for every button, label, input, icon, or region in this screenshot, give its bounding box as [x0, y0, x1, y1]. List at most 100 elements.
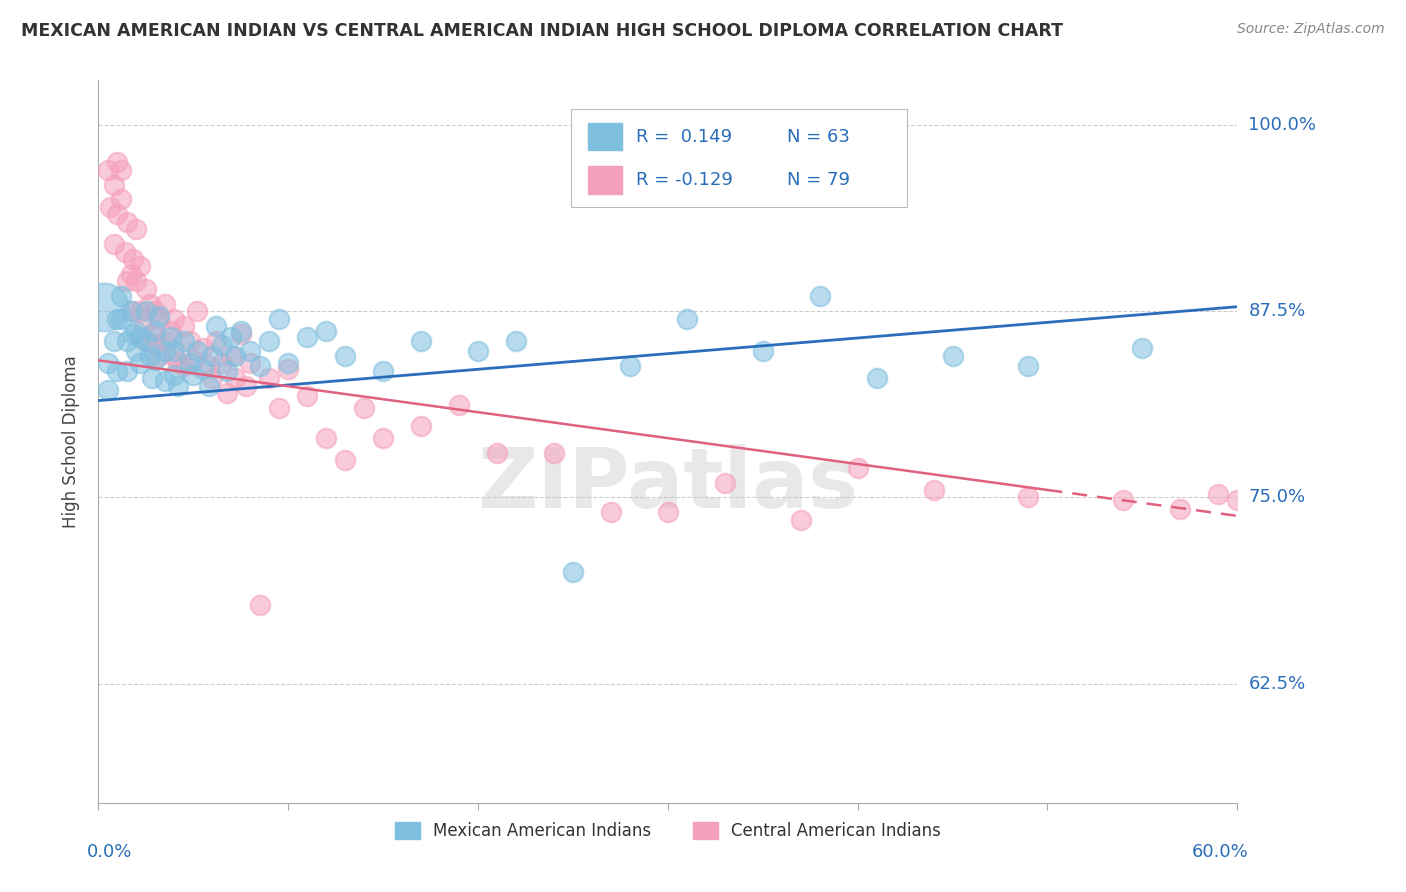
- Point: [135, 334, 157, 348]
- Point: [315, 431, 337, 445]
- Point: [103, 237, 125, 252]
- Point: [153, 334, 176, 348]
- Point: [114, 244, 136, 259]
- Point: [153, 344, 176, 359]
- Point: [619, 359, 641, 374]
- Point: [138, 297, 160, 311]
- Point: [543, 446, 565, 460]
- Point: [148, 309, 170, 323]
- Point: [505, 334, 527, 348]
- Point: [657, 505, 679, 519]
- Point: [115, 334, 138, 348]
- Point: [167, 378, 190, 392]
- Point: [138, 349, 160, 363]
- Point: [1132, 342, 1154, 356]
- Point: [153, 297, 176, 311]
- Point: [600, 505, 623, 519]
- Point: [229, 324, 252, 338]
- Text: 62.5%: 62.5%: [1249, 674, 1306, 692]
- FancyBboxPatch shape: [588, 123, 623, 151]
- Point: [173, 319, 195, 334]
- Point: [259, 371, 281, 385]
- Point: [201, 371, 224, 385]
- Point: [125, 344, 148, 359]
- Point: [846, 460, 869, 475]
- Point: [145, 353, 167, 368]
- Text: N = 63: N = 63: [787, 128, 851, 145]
- Point: [1018, 359, 1040, 374]
- Point: [129, 304, 152, 318]
- Point: [259, 334, 281, 348]
- Point: [239, 344, 262, 359]
- Point: [1264, 487, 1286, 501]
- Point: [163, 368, 186, 383]
- Point: [167, 356, 190, 370]
- Point: [121, 304, 143, 318]
- Point: [135, 282, 157, 296]
- Point: [115, 274, 138, 288]
- Point: [179, 356, 201, 370]
- Point: [371, 431, 394, 445]
- Point: [173, 334, 195, 348]
- Point: [224, 371, 246, 385]
- Point: [97, 162, 120, 177]
- Point: [145, 338, 167, 352]
- FancyBboxPatch shape: [588, 166, 623, 194]
- Point: [141, 371, 163, 385]
- Point: [267, 311, 290, 326]
- Point: [297, 389, 319, 403]
- Point: [163, 349, 186, 363]
- Point: [217, 386, 239, 401]
- Legend: Mexican American Indians, Central American Indians: Mexican American Indians, Central Americ…: [387, 814, 949, 848]
- Point: [97, 356, 120, 370]
- Point: [1112, 493, 1135, 508]
- Point: [125, 324, 148, 338]
- Point: [676, 311, 699, 326]
- Point: [249, 598, 271, 612]
- Point: [107, 364, 129, 378]
- Point: [135, 304, 157, 318]
- Point: [135, 334, 157, 348]
- Point: [107, 155, 129, 169]
- Point: [205, 319, 228, 334]
- Point: [371, 364, 394, 378]
- Point: [922, 483, 945, 497]
- Point: [1302, 496, 1324, 510]
- Point: [163, 344, 186, 359]
- Point: [411, 418, 433, 433]
- Point: [211, 338, 233, 352]
- Y-axis label: High School Diploma: High School Diploma: [62, 355, 80, 528]
- Point: [335, 453, 357, 467]
- Point: [125, 274, 148, 288]
- Text: R = -0.129: R = -0.129: [636, 171, 733, 189]
- Point: [449, 398, 471, 412]
- Point: [183, 368, 205, 383]
- Point: [163, 311, 186, 326]
- Point: [132, 319, 155, 334]
- Point: [297, 329, 319, 343]
- Point: [145, 324, 167, 338]
- Point: [211, 356, 233, 370]
- Point: [129, 329, 152, 343]
- Point: [107, 311, 129, 326]
- Point: [235, 378, 257, 392]
- Point: [267, 401, 290, 415]
- Point: [224, 349, 246, 363]
- Point: [486, 446, 509, 460]
- Point: [277, 362, 299, 376]
- Point: [159, 324, 181, 338]
- Text: Source: ZipAtlas.com: Source: ZipAtlas.com: [1237, 22, 1385, 37]
- Text: 87.5%: 87.5%: [1249, 302, 1306, 320]
- Point: [191, 362, 214, 376]
- Point: [1226, 493, 1249, 508]
- Point: [110, 193, 132, 207]
- Text: 60.0%: 60.0%: [1192, 843, 1249, 861]
- Point: [110, 162, 132, 177]
- Point: [120, 304, 142, 318]
- Point: [148, 311, 170, 326]
- Point: [277, 356, 299, 370]
- Text: 100.0%: 100.0%: [1249, 116, 1316, 134]
- Text: 75.0%: 75.0%: [1249, 489, 1306, 507]
- Point: [808, 289, 831, 303]
- Point: [562, 565, 585, 579]
